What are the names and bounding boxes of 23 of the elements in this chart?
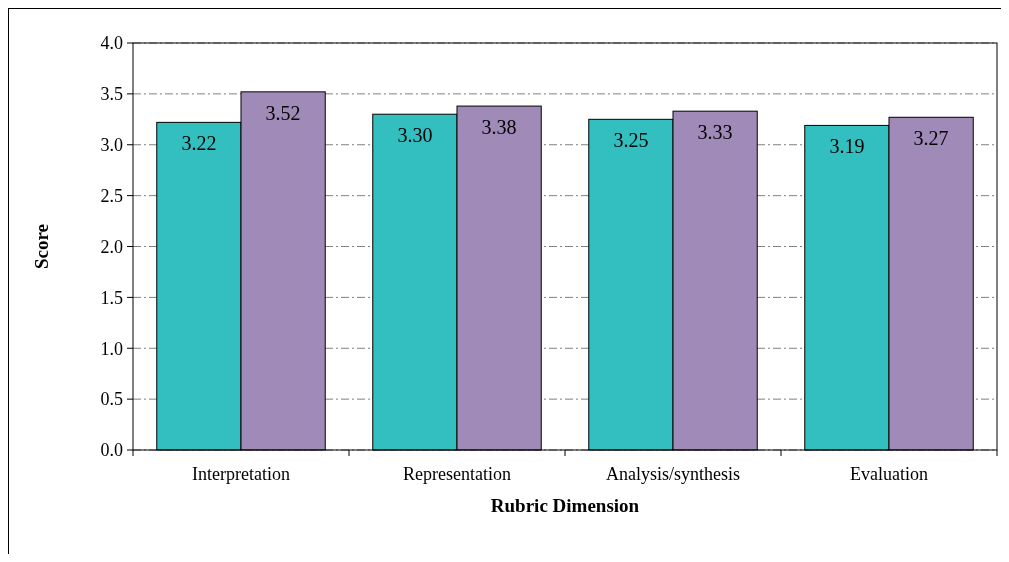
y-tick-label: 1.0 (100, 338, 123, 359)
data-label: 3.38 (481, 116, 517, 139)
data-label: 3.30 (397, 124, 433, 147)
x-tick-label: Interpretation (192, 464, 290, 484)
x-tick-label: Evaluation (850, 464, 928, 484)
y-tick-label: 1.5 (100, 287, 123, 308)
data-label: 3.27 (913, 127, 949, 150)
data-label: 3.25 (613, 129, 649, 152)
y-tick-label: 2.0 (100, 236, 123, 257)
y-tick-label: 0.0 (100, 440, 123, 461)
data-label: 3.52 (265, 101, 301, 124)
data-label: 3.33 (697, 121, 733, 144)
y-axis-title: Score (31, 223, 52, 270)
x-tick-label: Representation (403, 464, 511, 484)
y-tick-label: 3.5 (100, 84, 123, 105)
data-label: 3.19 (829, 135, 865, 158)
data-label: 3.22 (181, 132, 217, 155)
x-tick-label: Analysis/synthesis (605, 464, 741, 484)
y-tick-label: 3.0 (100, 135, 123, 156)
y-tick-label: 4.0 (100, 33, 123, 54)
y-tick-label: 2.5 (100, 185, 123, 206)
y-tick-label: 0.5 (100, 389, 123, 410)
x-axis-title: Rubric Dimension (490, 495, 640, 516)
